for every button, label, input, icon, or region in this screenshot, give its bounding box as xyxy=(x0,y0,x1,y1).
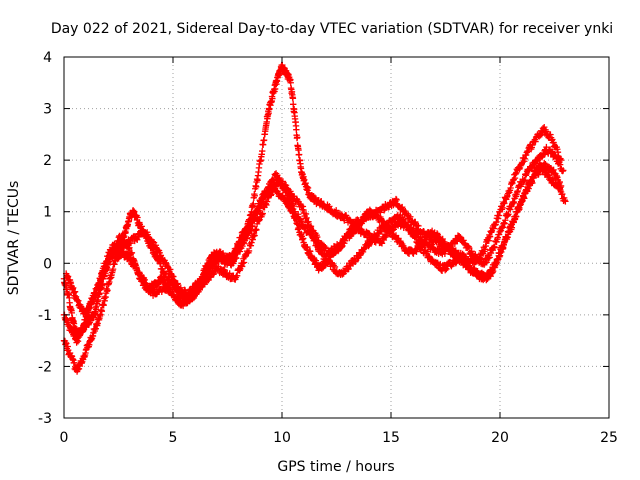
data-point xyxy=(259,210,266,217)
data-point xyxy=(137,271,144,279)
data-point xyxy=(505,211,512,218)
data-point xyxy=(486,254,493,261)
x-tick-label: 20 xyxy=(491,430,509,446)
data-point xyxy=(74,338,82,345)
data-point xyxy=(71,288,79,295)
data-point xyxy=(294,134,301,141)
data-point xyxy=(530,174,537,182)
data-points xyxy=(60,61,569,375)
y-tick-label: 3 xyxy=(43,102,52,118)
data-point xyxy=(307,223,315,230)
data-point xyxy=(491,244,498,251)
data-point xyxy=(415,222,422,230)
data-point xyxy=(239,242,246,250)
data-point xyxy=(98,307,106,315)
y-axis-label: SDTVAR / TECUs xyxy=(6,181,22,296)
data-point xyxy=(302,223,309,231)
data-point xyxy=(134,214,141,221)
data-point xyxy=(240,259,248,266)
data-point xyxy=(423,248,431,255)
data-point xyxy=(439,235,446,243)
data-point xyxy=(276,177,283,184)
data-point xyxy=(106,252,113,260)
y-tick-label: 1 xyxy=(43,205,52,221)
data-point xyxy=(510,219,517,226)
data-point xyxy=(253,226,260,234)
y-tick-label: -1 xyxy=(38,308,52,324)
data-point xyxy=(295,151,303,158)
data-point xyxy=(233,272,241,279)
data-point xyxy=(260,136,268,144)
data-point xyxy=(285,190,292,197)
data-point xyxy=(560,167,567,174)
data-point xyxy=(501,200,508,207)
y-tick-label: 2 xyxy=(43,153,52,169)
y-tick-label: 0 xyxy=(43,256,52,272)
data-point xyxy=(304,184,312,192)
y-tick-label: -3 xyxy=(38,411,52,427)
data-point xyxy=(293,126,300,133)
data-point xyxy=(100,302,107,309)
data-point xyxy=(322,252,329,260)
chart-title: Day 022 of 2021, Sidereal Day-to-day VTE… xyxy=(51,21,613,37)
x-tick-label: 10 xyxy=(273,430,291,446)
series-track-a xyxy=(60,61,565,342)
data-point xyxy=(304,243,311,251)
x-tick-label: 5 xyxy=(169,430,178,446)
data-point xyxy=(407,224,414,232)
x-tick-label: 15 xyxy=(382,430,400,446)
data-point xyxy=(485,237,492,244)
x-tick-label: 0 xyxy=(60,430,69,446)
data-point xyxy=(496,252,504,259)
data-point xyxy=(306,248,314,255)
y-tick-label: -2 xyxy=(38,359,52,375)
data-point xyxy=(103,259,111,266)
data-point xyxy=(287,79,294,86)
data-point xyxy=(259,147,266,155)
data-point xyxy=(104,287,111,294)
data-point xyxy=(521,195,528,202)
data-point xyxy=(128,249,136,256)
data-point xyxy=(290,202,298,210)
data-point xyxy=(521,176,528,184)
data-point xyxy=(97,276,104,283)
plot-frame xyxy=(63,56,610,419)
x-tick-label: 25 xyxy=(600,430,618,446)
series-track-d xyxy=(62,160,569,319)
data-point xyxy=(71,359,78,367)
series-track-c xyxy=(60,143,567,346)
data-point xyxy=(251,192,258,200)
x-axis-label: GPS time / hours xyxy=(277,459,394,475)
data-point xyxy=(345,265,352,273)
data-point xyxy=(133,236,141,243)
data-point xyxy=(269,95,276,102)
data-point xyxy=(289,95,297,102)
y-tick-label: 4 xyxy=(43,50,52,66)
data-point xyxy=(412,218,419,226)
data-point xyxy=(362,214,370,221)
axis-ticks: 0 5 10 15 20 25 -3 -2 -1 0 1 2 3 4 xyxy=(38,50,618,446)
data-point xyxy=(245,247,253,255)
data-point xyxy=(562,198,569,205)
